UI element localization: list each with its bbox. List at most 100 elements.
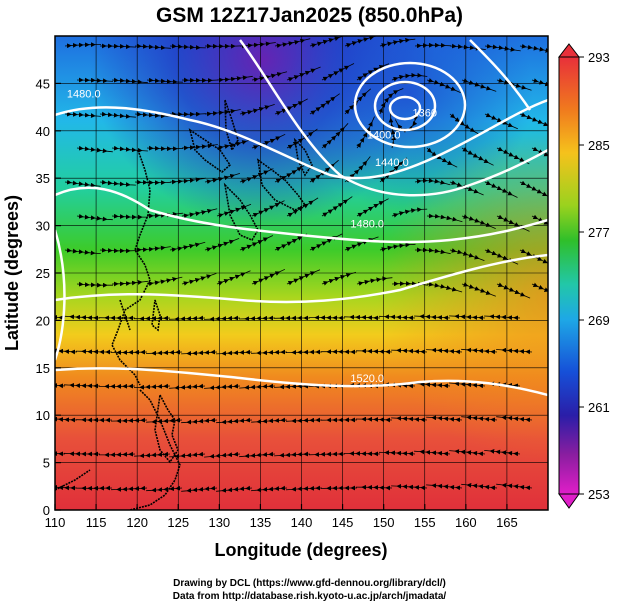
streamline xyxy=(378,314,416,321)
streamline xyxy=(426,213,463,223)
colorbar-tick-label: 269 xyxy=(588,313,610,328)
x-tick-label: 165 xyxy=(496,515,518,530)
streamline xyxy=(344,88,371,115)
colorbar-tick-label: 261 xyxy=(588,400,610,415)
streamline xyxy=(286,197,319,218)
streamline xyxy=(64,111,101,118)
streamline xyxy=(55,381,66,389)
streamline xyxy=(76,145,113,154)
streamline xyxy=(134,179,172,186)
streamline xyxy=(76,77,114,84)
colorbar-bottom-arrow xyxy=(558,493,580,509)
streamline xyxy=(308,451,345,457)
streamline xyxy=(216,417,253,425)
streamline xyxy=(133,383,171,390)
streamline xyxy=(356,198,389,218)
streamline xyxy=(99,179,136,187)
streamline xyxy=(168,315,206,322)
streamline xyxy=(111,213,148,220)
streamline xyxy=(76,213,113,222)
streamline xyxy=(146,417,183,425)
geopotential-contours xyxy=(55,39,548,397)
streamline xyxy=(378,450,416,457)
streamline xyxy=(321,271,357,286)
streamline xyxy=(519,43,548,53)
streamline xyxy=(309,233,343,252)
streamline xyxy=(169,383,206,391)
streamline xyxy=(496,214,530,232)
contour-label: 1480.0 xyxy=(67,89,101,101)
streamline xyxy=(461,214,496,229)
streamline xyxy=(169,111,207,117)
streamline xyxy=(391,207,428,218)
streamline xyxy=(64,179,101,188)
x-axis-label: Longitude (degrees) xyxy=(214,540,387,560)
streamline xyxy=(286,128,318,150)
streamline xyxy=(496,146,530,165)
streamline xyxy=(414,178,451,186)
streamline xyxy=(414,314,451,321)
y-axis-label: Latitude (degrees) xyxy=(2,195,22,351)
streamline xyxy=(378,88,404,115)
streamline xyxy=(344,36,379,48)
streamline xyxy=(216,203,252,218)
streamline xyxy=(496,415,533,423)
streamline xyxy=(391,483,428,491)
x-tick-label: 145 xyxy=(332,515,354,530)
streamline xyxy=(251,71,288,83)
streamline xyxy=(321,196,353,218)
streamline xyxy=(426,347,463,355)
streamline xyxy=(146,485,183,493)
streamline xyxy=(251,200,285,218)
streamline xyxy=(204,383,241,391)
contour-label: 1360 xyxy=(413,108,437,120)
streamline xyxy=(146,77,183,85)
streamline xyxy=(461,78,497,92)
streamline xyxy=(64,247,101,256)
streamline xyxy=(239,383,276,390)
x-tick-label: 135 xyxy=(250,515,272,530)
streamline xyxy=(204,451,241,459)
streamline xyxy=(415,247,451,255)
streamline xyxy=(111,77,148,85)
credit-data: Data from http://database.rish.kyoto-u.a… xyxy=(172,591,447,602)
streamline xyxy=(76,281,113,288)
streamline xyxy=(63,382,101,389)
streamline xyxy=(238,315,276,322)
streamline xyxy=(391,416,428,423)
streamline xyxy=(63,451,100,457)
streamline xyxy=(321,123,349,149)
streamline xyxy=(391,72,428,82)
x-tick-label: 130 xyxy=(208,515,230,530)
streamline xyxy=(496,482,533,491)
x-tick-label: 120 xyxy=(126,515,148,530)
streamline xyxy=(449,314,486,321)
streamline xyxy=(519,248,548,264)
streamline xyxy=(426,415,463,423)
streamline xyxy=(134,43,171,51)
streamline xyxy=(484,314,521,321)
streamline xyxy=(203,315,241,322)
streamline xyxy=(426,78,461,93)
streamline xyxy=(169,43,206,50)
streamline xyxy=(110,417,148,424)
streamline xyxy=(379,242,416,252)
streamline xyxy=(169,177,206,185)
streamline xyxy=(285,485,323,492)
streamline xyxy=(531,282,548,297)
colorbar-tick-label: 277 xyxy=(588,225,610,240)
streamline xyxy=(169,241,206,253)
streamline xyxy=(146,276,183,287)
streamline xyxy=(484,449,521,457)
streamline xyxy=(461,282,496,297)
streamline xyxy=(344,236,379,252)
streamline xyxy=(181,208,218,219)
streamline xyxy=(286,66,321,82)
streamline xyxy=(309,93,340,115)
streamline xyxy=(251,133,286,150)
streamline xyxy=(388,112,397,149)
colorbar-top-arrow xyxy=(557,43,581,58)
streamline xyxy=(449,248,485,261)
streamline xyxy=(111,145,148,153)
streamline xyxy=(355,416,393,423)
